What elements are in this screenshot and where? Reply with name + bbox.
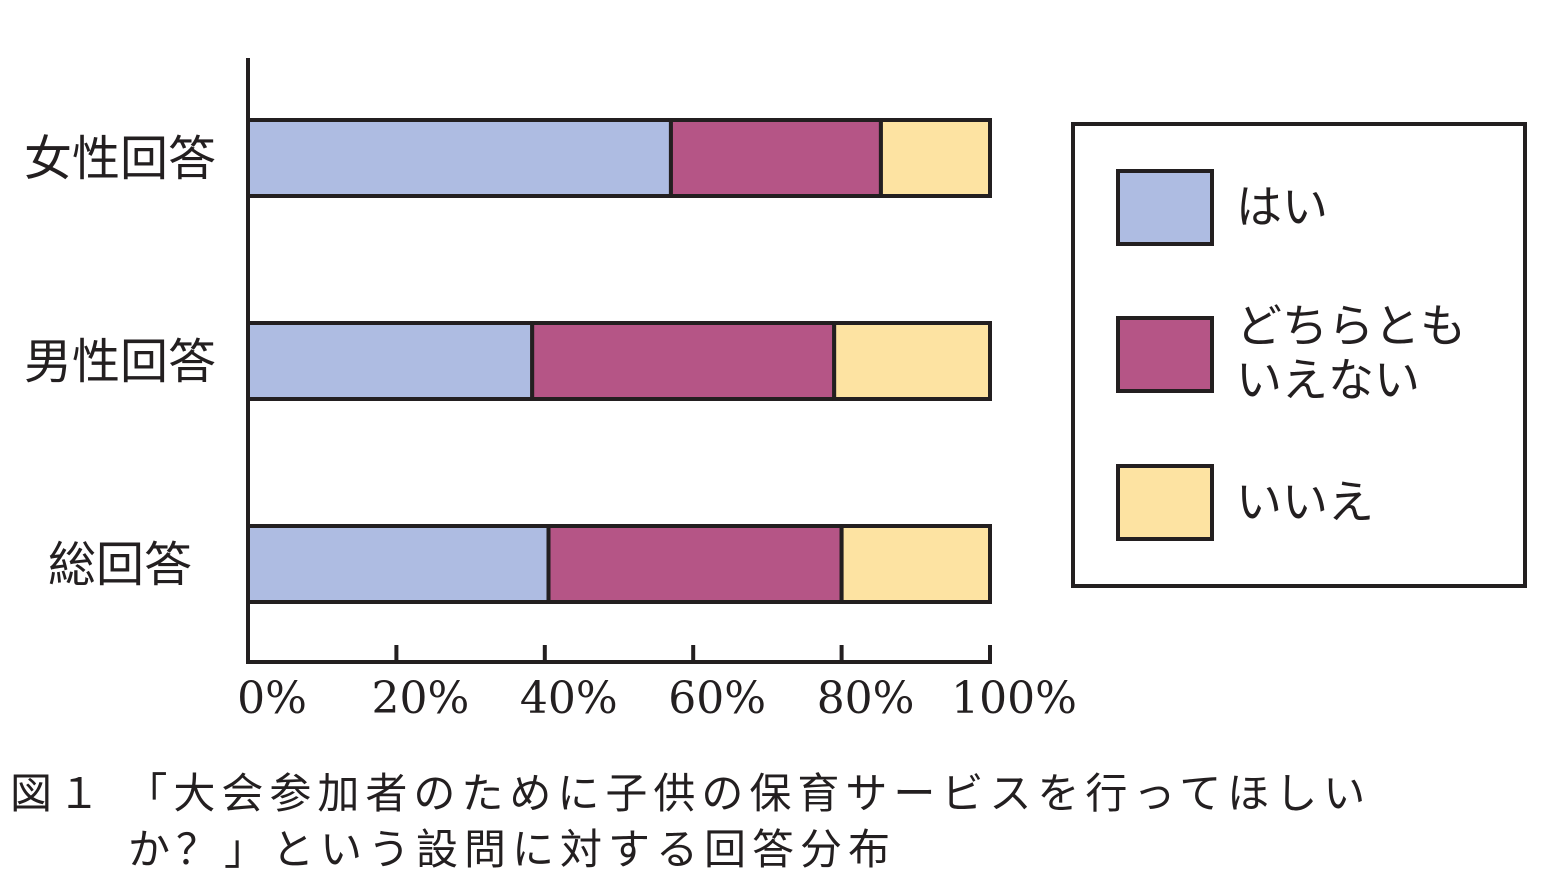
legend-label: いいえ xyxy=(1236,475,1374,529)
x-tick-label: 0% xyxy=(237,673,307,724)
bar-segment xyxy=(878,118,993,198)
legend-label: いえない xyxy=(1236,353,1420,407)
bar-segment xyxy=(246,118,673,198)
caption-line-1: 図１ 「大会参加者のために子供の保育サービスを行ってほしい xyxy=(10,769,1372,818)
figure-caption: 図１ 「大会参加者のために子供の保育サービスを行ってほしい か？」という設問に対… xyxy=(10,766,1540,878)
axis-layer xyxy=(246,58,992,664)
x-tick-label: 60% xyxy=(668,673,766,724)
legend-label: はい xyxy=(1236,180,1328,234)
legend-label: どちらとも xyxy=(1236,299,1466,353)
legend-swatch xyxy=(1116,316,1214,393)
x-tick-label: 20% xyxy=(372,673,470,724)
bar-segment xyxy=(832,321,992,401)
bar-segment xyxy=(530,321,837,401)
bars-layer xyxy=(246,118,993,604)
bar-segment xyxy=(546,524,844,604)
category-label: 男性回答 xyxy=(24,334,216,390)
bar-segment xyxy=(668,118,883,198)
legend-swatch xyxy=(1116,169,1214,246)
legend-swatch xyxy=(1116,464,1214,541)
x-tick-label: 100% xyxy=(951,673,1077,724)
bar-segment xyxy=(246,524,551,604)
x-tick-label: 80% xyxy=(817,673,915,724)
bar-segment xyxy=(839,524,992,604)
category-label: 総回答 xyxy=(48,537,192,593)
category-label: 女性回答 xyxy=(24,131,216,187)
ticks-layer: 0% 20% 40% 60% 80% 100% xyxy=(237,645,1077,724)
bar-segment xyxy=(246,321,535,401)
x-tick-label: 40% xyxy=(520,673,618,724)
caption-line-2: か？」という設問に対する回答分布 xyxy=(128,825,897,874)
